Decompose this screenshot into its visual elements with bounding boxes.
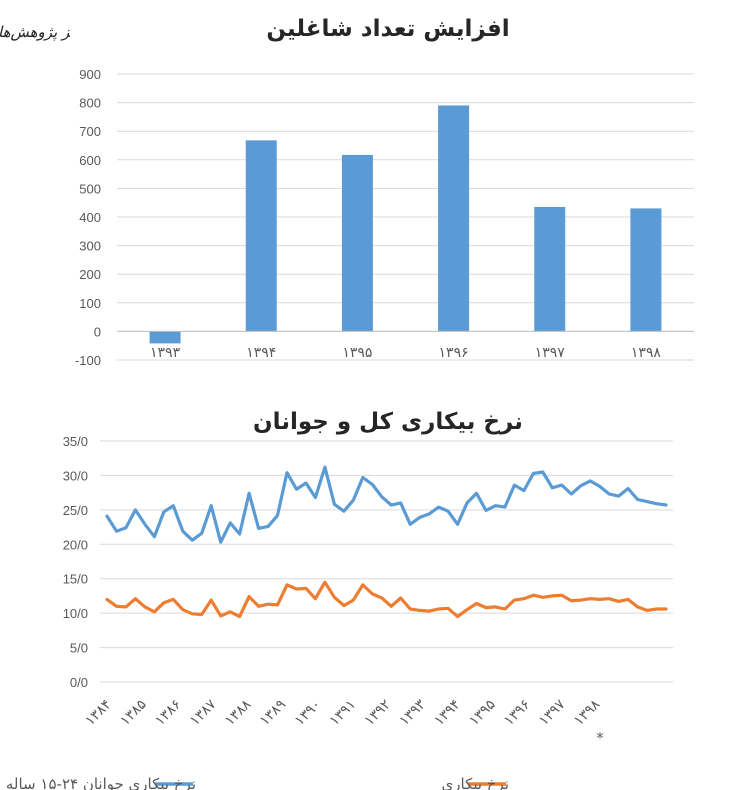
bar-y-tick-label: 200 — [79, 267, 101, 282]
line-y-tick-label: 35/0 — [63, 434, 88, 449]
bar-4 — [534, 206, 566, 332]
bar-2 — [341, 154, 373, 332]
line-x-tick-label: ۱۳۸۴ — [82, 697, 115, 730]
logo: مرکز پژوهش‌ها — [0, 0, 70, 52]
bar-x-tick-label: ۱۳۹۷ — [535, 345, 566, 361]
line-x-tick-label: ۱۳۹۴ — [431, 697, 464, 730]
line-x-tick-label: ۱۳۹۷ — [536, 696, 569, 729]
bar-y-tick-label: 500 — [79, 181, 101, 196]
line-y-tick-label: 0/0 — [70, 675, 88, 690]
logo-text-2: مرکز پژوهش‌ها — [0, 23, 70, 41]
line-x-tick-label: ۱۳۸۷ — [187, 696, 220, 729]
line-chart-title: نرخ بیکاری کل و جوانان — [253, 409, 523, 435]
line-y-tick-label: 25/0 — [63, 503, 88, 518]
bar-5 — [630, 208, 662, 332]
line-y-tick-label: 30/0 — [63, 468, 88, 483]
line-chart-unemployment-rate: نرخ بیکاری کل و جوانان 35/0 30/0 25/0 20/0 15… — [6, 409, 673, 790]
line-x-tick-label: ۱۳۸۹ — [257, 697, 290, 730]
line-x-tick-label: ۱۳۹۰ — [292, 697, 325, 730]
line-y-tick-label: 5/0 — [70, 641, 88, 656]
bar-y-tick-label: 300 — [79, 239, 101, 254]
line-x-tick-label: ۱۳۹۳ — [396, 696, 429, 729]
line-x-tick-label: ۱۳۹۶ — [501, 697, 534, 730]
line-series-1 — [105, 580, 668, 619]
bar-y-tick-label: 800 — [79, 96, 101, 111]
bar-y-tick-label: 900 — [79, 67, 101, 82]
bar-y-tick-label: 0 — [94, 324, 101, 339]
line-x-tick-label: ۱۳۸۶ — [152, 697, 185, 730]
bar-chart-employment-increase: افزایش تعداد شاغلین 900 800 700 600 500 400 300… — [75, 16, 694, 368]
legend-label-youth: نرخ بیکاری جوانان ۲۴-۱۵ ساله — [6, 775, 196, 790]
bar-x-tick-label: ۱۳۹۵ — [342, 345, 372, 361]
bar-x-tick-label: ۱۳۹۳ — [150, 345, 181, 361]
bar-3 — [438, 105, 470, 332]
line-x-tick-label: ۱۳۹۱ — [327, 697, 360, 730]
line-x-tick-label: ۱۳۸۸ — [222, 696, 255, 729]
bar-y-tick-label: 600 — [79, 153, 101, 168]
line-x-tick-label: ۱۳۹۵ — [466, 697, 499, 730]
bar-y-tick-label: -100 — [75, 353, 101, 368]
line-y-tick-label: 20/0 — [63, 537, 88, 552]
bar-0 — [149, 331, 181, 344]
line-y-tick-label: 10/0 — [63, 606, 88, 621]
bar-y-tick-label: 700 — [79, 124, 101, 139]
line-series-0 — [105, 465, 668, 544]
bar-chart-title: افزایش تعداد شاغلین — [266, 16, 509, 42]
bar-1 — [245, 140, 277, 332]
bar-y-tick-label: 400 — [79, 210, 101, 225]
bar-x-tick-label: ۱۳۹۸ — [631, 345, 662, 361]
legend-label-total: نرخ بیکاری — [442, 775, 509, 790]
line-x-tick-label: ۱۳۸۵ — [117, 697, 150, 730]
bar-y-tick-label: 100 — [79, 296, 101, 311]
line-x-tick-label: ۱۳۹۸ — [571, 696, 604, 729]
line-y-tick-label: 15/0 — [63, 572, 88, 587]
bar-x-tick-label: ۱۳۹۴ — [246, 345, 276, 361]
line-x-tick-label: ۱۳۹۲ — [361, 697, 394, 730]
line-chart-legend: نرخ بیکاری جوانان ۲۴-۱۵ ساله نرخ بیکاری — [6, 775, 509, 790]
x-note-asterisk: * — [596, 729, 604, 747]
bar-x-tick-label: ۱۳۹۶ — [439, 345, 469, 361]
